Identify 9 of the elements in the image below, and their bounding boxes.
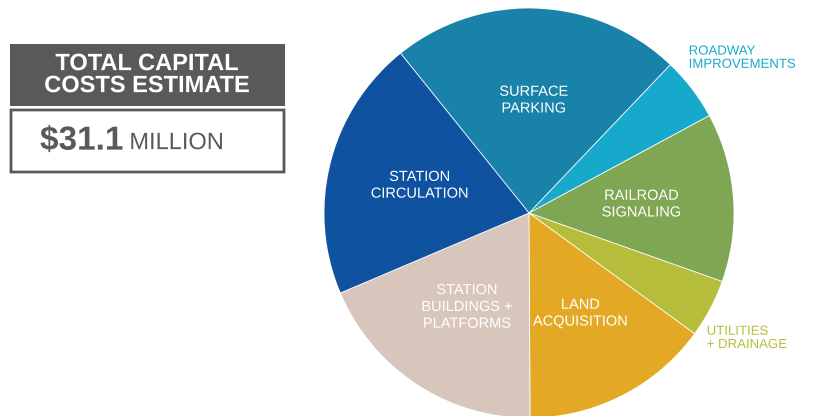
slice-label: LAND ACQUISITION [532,298,627,328]
slice-label: ROADWAY IMPROVEMENTS [690,45,796,68]
slice-label: STATION CIRCULATION [372,170,468,198]
slice-label: STATION BUILDINGS + PLATFORMS [422,284,512,328]
slice-label: UTILITIES + DRAINAGE [707,326,786,348]
slice-label: SURFACE PARKING [500,86,568,113]
slice-label: RAILROAD SIGNALING [602,190,680,217]
text: TOTAL CAPITAL COSTS ESTIMATE [45,54,249,92]
text: $31.1 MILLION [40,124,222,152]
